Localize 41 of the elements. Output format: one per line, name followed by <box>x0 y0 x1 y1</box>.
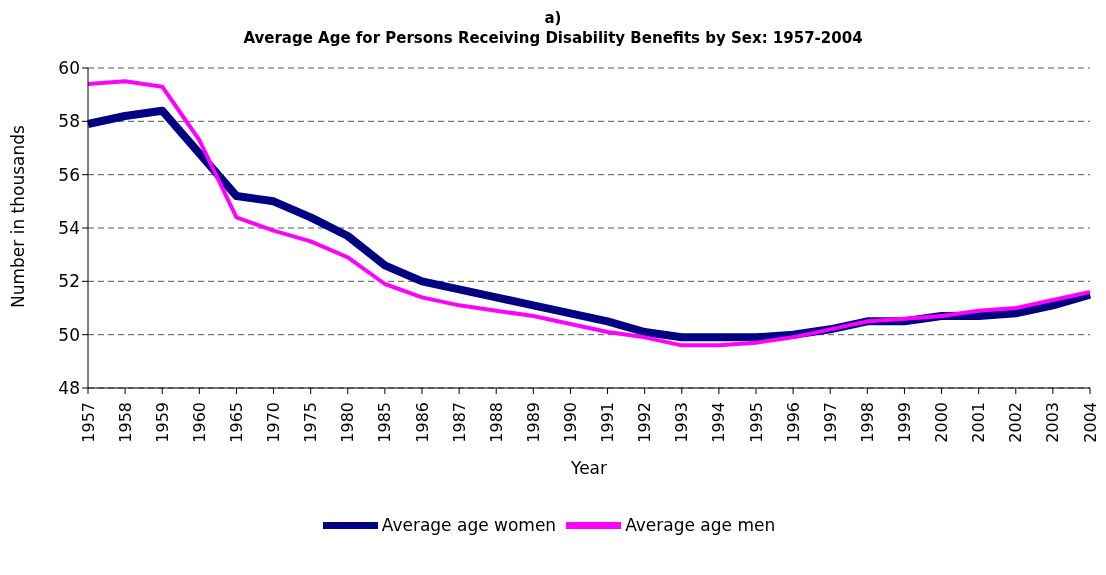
x-tick-label: 1991 <box>598 402 618 443</box>
x-tick-label: 1980 <box>338 402 358 443</box>
y-axis-title: Number in thousands <box>8 124 29 308</box>
y-tick-label: 50 <box>58 324 80 345</box>
x-tick-label: 1993 <box>672 402 692 443</box>
x-tick-label: 1989 <box>523 402 543 443</box>
y-tick-label: 56 <box>58 164 80 185</box>
x-tick-label: 1994 <box>709 402 729 443</box>
x-tick-label: 1987 <box>449 402 469 443</box>
y-tick-label: 58 <box>58 111 80 132</box>
x-tick-label: 1988 <box>486 402 506 443</box>
chart-subtitle: Average Age for Persons Receiving Disability Benefits by Sex: 1957-2004 <box>242 28 864 48</box>
y-tick-label: 60 <box>58 58 80 79</box>
x-tick-label: 2003 <box>1043 402 1063 443</box>
x-tick-label: 1996 <box>783 402 803 443</box>
x-tick-label: 1959 <box>152 402 172 443</box>
x-tick-label: 1958 <box>115 402 135 443</box>
y-tick-label: 52 <box>58 271 80 292</box>
x-tick-label: 1997 <box>820 402 840 443</box>
x-tick-label: 1957 <box>78 402 98 443</box>
x-tick-label: 1985 <box>375 402 395 443</box>
y-tick-label: 54 <box>58 218 80 239</box>
x-tick-label: 1986 <box>412 402 432 443</box>
legend-label: Average age men <box>625 514 776 535</box>
x-tick-label: 2000 <box>932 402 952 443</box>
x-tick-label: 1999 <box>894 402 914 443</box>
x-tick-label: 2001 <box>969 402 989 443</box>
x-tick-label: 1995 <box>746 402 766 443</box>
x-tick-label: 1970 <box>264 402 284 443</box>
y-tick-label: 48 <box>58 378 80 399</box>
x-axis-title: Year <box>570 458 607 478</box>
legend-label: Average age women <box>381 514 557 535</box>
x-tick-label: 1992 <box>635 402 655 443</box>
x-tick-label: 2002 <box>1006 402 1026 443</box>
x-tick-label: 2004 <box>1080 402 1100 443</box>
x-tick-label: 1990 <box>560 402 580 443</box>
x-tick-label: 1960 <box>189 402 209 443</box>
x-tick-label: 1998 <box>857 402 877 443</box>
x-tick-label: 1965 <box>226 402 246 443</box>
x-tick-label: 1975 <box>301 402 321 443</box>
chart-title: a) <box>543 8 563 28</box>
